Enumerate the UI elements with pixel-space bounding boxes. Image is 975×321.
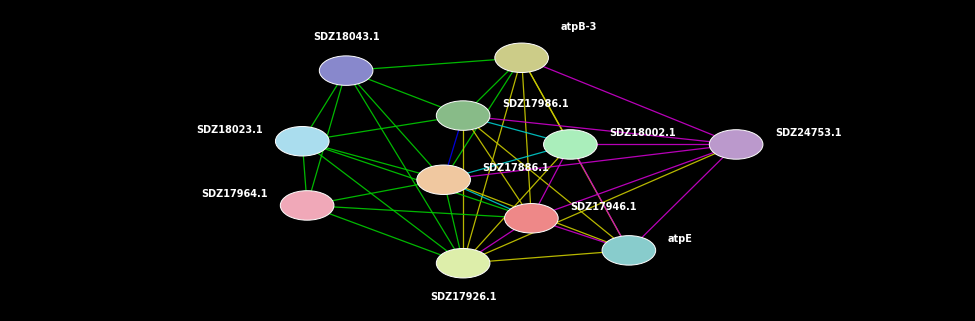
Ellipse shape — [320, 56, 372, 85]
Ellipse shape — [437, 248, 489, 278]
Ellipse shape — [494, 43, 548, 73]
Text: SDZ17886.1: SDZ17886.1 — [483, 163, 549, 173]
Ellipse shape — [603, 236, 655, 265]
Text: atpE: atpE — [668, 234, 693, 244]
Text: SDZ17926.1: SDZ17926.1 — [430, 292, 496, 302]
Ellipse shape — [710, 130, 762, 159]
Text: SDZ17946.1: SDZ17946.1 — [570, 202, 637, 212]
Ellipse shape — [281, 191, 333, 220]
Ellipse shape — [505, 204, 558, 233]
Ellipse shape — [437, 101, 489, 130]
Text: SDZ24753.1: SDZ24753.1 — [775, 128, 841, 138]
Text: atpB-3: atpB-3 — [561, 22, 597, 32]
Ellipse shape — [544, 130, 597, 159]
Text: SDZ17964.1: SDZ17964.1 — [202, 189, 268, 199]
Text: SDZ17986.1: SDZ17986.1 — [502, 99, 568, 109]
Text: SDZ18043.1: SDZ18043.1 — [313, 32, 379, 42]
Text: SDZ18002.1: SDZ18002.1 — [609, 128, 676, 138]
Ellipse shape — [417, 165, 470, 195]
Ellipse shape — [275, 126, 330, 156]
Text: SDZ18023.1: SDZ18023.1 — [197, 125, 263, 135]
